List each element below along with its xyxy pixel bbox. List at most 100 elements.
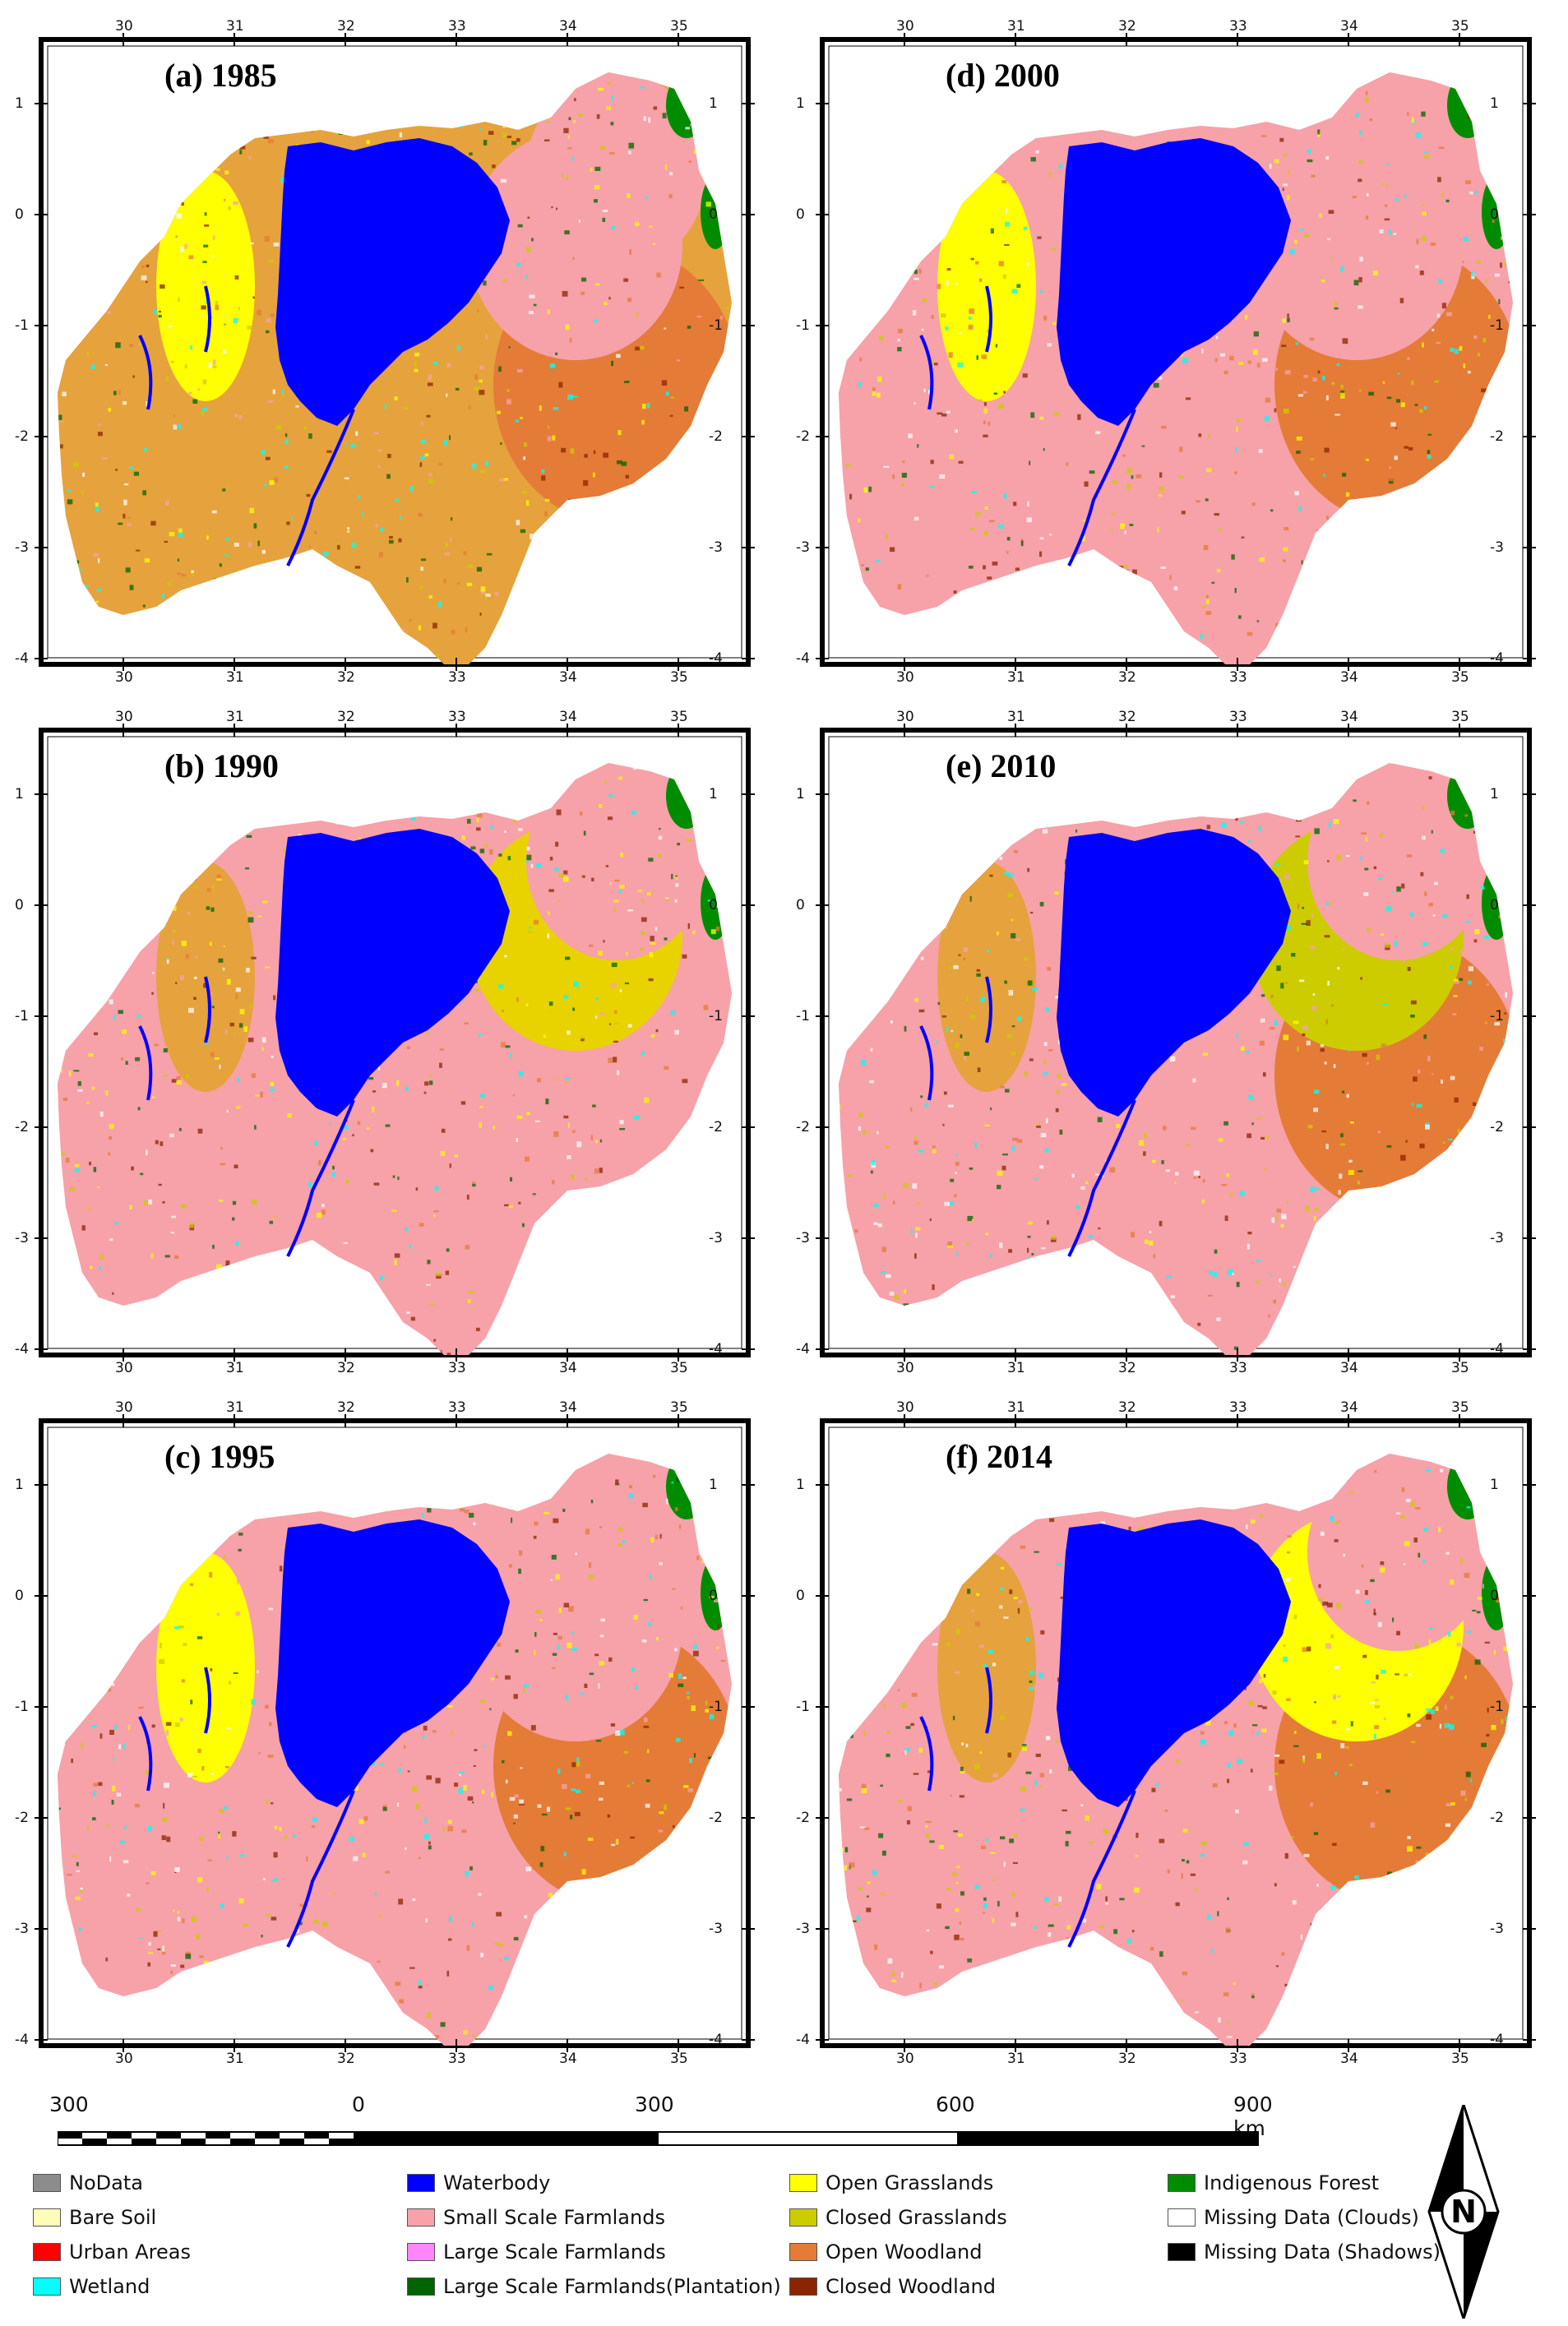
landcover-pixel [565, 1695, 569, 1700]
landcover-pixel [592, 1104, 596, 1108]
landcover-pixel [878, 335, 883, 341]
landcover-pixel [918, 269, 922, 274]
landcover-pixel [505, 1675, 511, 1680]
landcover-pixel [580, 1038, 585, 1042]
landcover-pixel [687, 1782, 692, 1785]
landcover-pixel [219, 563, 222, 567]
landcover-pixel [162, 1075, 169, 1077]
river [919, 1025, 934, 1101]
landcover-pixel [544, 498, 550, 502]
landcover-pixel [251, 1200, 257, 1205]
landcover-pixel [1286, 1698, 1291, 1701]
landcover-pixel [1055, 1108, 1059, 1112]
landcover-pixel [617, 1543, 622, 1547]
landcover-pixel [306, 493, 311, 497]
landcover-pixel [162, 1945, 164, 1952]
landcover-pixel [553, 407, 559, 410]
landcover-pixel [427, 1260, 431, 1265]
landcover-pixel [1182, 600, 1185, 605]
landcover-pixel [544, 511, 548, 517]
landcover-pixel [707, 899, 711, 902]
landcover-pixel [418, 1857, 421, 1859]
landcover-pixel [1473, 1102, 1477, 1106]
landcover-pixel [1216, 568, 1221, 572]
landcover-pixel [1169, 1056, 1176, 1062]
landcover-pixel [1287, 566, 1292, 571]
landcover-pixel [1300, 450, 1305, 454]
landcover-pixel [265, 1704, 269, 1709]
landcover-pixel [1004, 492, 1007, 499]
landcover-pixel [1388, 476, 1394, 482]
landcover-pixel [665, 899, 669, 902]
landcover-pixel [1207, 1914, 1211, 1921]
landcover-pixel [659, 1811, 664, 1815]
lake-waterbody [1057, 829, 1291, 1117]
landcover-pixel [640, 947, 644, 951]
landcover-pixel [1365, 97, 1369, 103]
landcover-pixel [1200, 634, 1203, 639]
landcover-pixel [222, 488, 226, 492]
landcover-pixel [142, 490, 146, 496]
landcover-pixel [983, 565, 986, 570]
landcover-pixel [1263, 1072, 1266, 1077]
landcover-pixel [1292, 1900, 1297, 1905]
landcover-pixel [155, 1140, 159, 1145]
landcover-pixel [1143, 1151, 1146, 1156]
landcover-pixel [1386, 1145, 1392, 1148]
landcover-pixel [272, 389, 275, 395]
landcover-pixel [670, 1010, 676, 1015]
landcover-pixel [298, 1921, 303, 1926]
landcover-pixel [468, 1291, 474, 1294]
landcover-pixel [625, 474, 629, 479]
landcover-pixel [523, 825, 527, 828]
landcover-pixel [877, 392, 881, 398]
landcover-pixel [1279, 878, 1283, 881]
landcover-pixel [627, 1784, 631, 1787]
landcover-pixel [454, 1154, 459, 1158]
landcover-pixel [875, 559, 881, 562]
landcover-pixel [621, 461, 627, 466]
landcover-pixel [1441, 202, 1446, 206]
landcover-pixel [1247, 481, 1251, 483]
landcover-pixel [526, 1098, 532, 1103]
landcover-pixel [1302, 391, 1307, 394]
landcover-pixel [916, 1202, 921, 1205]
landcover-pixel [1447, 1138, 1454, 1140]
landcover-pixel [187, 1772, 193, 1778]
landcover-pixel [1286, 1200, 1288, 1204]
lat-tick-label-left: -4 [796, 650, 810, 667]
landcover-pixel [1020, 1808, 1025, 1811]
landcover-pixel [1323, 474, 1326, 477]
lon-tick-label-bottom: 34 [1340, 669, 1358, 686]
landcover-pixel [1325, 1643, 1331, 1649]
landcover-pixel [201, 1766, 205, 1771]
lat-tick-label-right: -4 [1490, 650, 1504, 667]
landcover-pixel [1485, 1021, 1487, 1024]
landcover-pixel [245, 867, 249, 870]
landcover-pixel [456, 345, 460, 351]
landcover-pixel [123, 483, 129, 486]
landcover-pixel [703, 1005, 709, 1010]
landcover-pixel [1283, 1281, 1286, 1287]
landcover-pixel [226, 978, 231, 985]
landcover-pixel [563, 995, 569, 999]
landcover-pixel [182, 1918, 185, 1923]
landcover-pixel [1159, 1220, 1163, 1227]
landcover-pixel [268, 1607, 273, 1611]
landcover-pixel [1388, 229, 1392, 235]
lon-tick-label-bottom: 30 [896, 1360, 914, 1376]
landcover-pixel [239, 146, 246, 150]
landcover-pixel [209, 1571, 213, 1578]
landcover-pixel [1056, 1089, 1060, 1094]
landcover-pixel [687, 923, 690, 929]
landcover-pixel [516, 368, 523, 373]
landcover-pixel [1249, 1191, 1253, 1193]
landcover-pixel [1055, 996, 1061, 999]
landcover-pixel [463, 1785, 467, 1791]
landcover-pixel [877, 377, 882, 382]
landcover-pixel [211, 1006, 215, 1009]
landcover-pixel [192, 886, 198, 889]
landcover-pixel [674, 899, 678, 903]
landcover-pixel [331, 1172, 336, 1177]
landcover-pixel [446, 393, 448, 397]
